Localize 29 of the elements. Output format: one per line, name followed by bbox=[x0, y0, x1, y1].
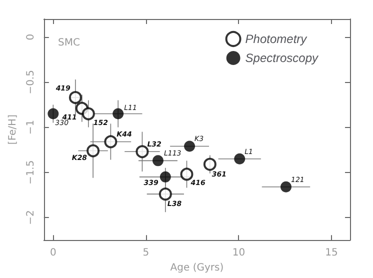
x-tick-label: 5 bbox=[142, 248, 150, 259]
point bbox=[158, 188, 172, 201]
x-tick-label: 15 bbox=[325, 248, 338, 259]
x-axis-title: Age (Gyrs) bbox=[170, 262, 224, 274]
point bbox=[68, 91, 82, 104]
y-axis-title: [Fe/H] bbox=[8, 114, 18, 145]
y-tick-label: −2 bbox=[25, 210, 36, 225]
y-tick-label: −1 bbox=[25, 120, 36, 135]
point bbox=[104, 135, 118, 148]
point bbox=[82, 107, 95, 120]
point bbox=[203, 158, 216, 171]
legend-label: Photometry bbox=[245, 32, 308, 46]
point bbox=[160, 171, 171, 182]
point bbox=[136, 145, 149, 158]
point bbox=[112, 108, 124, 120]
point bbox=[86, 144, 100, 158]
point bbox=[180, 168, 194, 181]
y-tick-label: 0 bbox=[25, 34, 36, 40]
x-tick-label: 0 bbox=[50, 248, 56, 259]
y-tick-label: −1.5 bbox=[25, 160, 36, 185]
y-tick-label: −0.5 bbox=[25, 70, 36, 94]
legend-label: Spectroscopy bbox=[245, 51, 319, 65]
point bbox=[234, 153, 246, 164]
point bbox=[280, 181, 292, 192]
point bbox=[152, 155, 164, 166]
annotation: SMC bbox=[58, 38, 80, 48]
point bbox=[48, 108, 59, 120]
x-tick-label: 10 bbox=[232, 248, 246, 259]
point bbox=[184, 140, 196, 152]
